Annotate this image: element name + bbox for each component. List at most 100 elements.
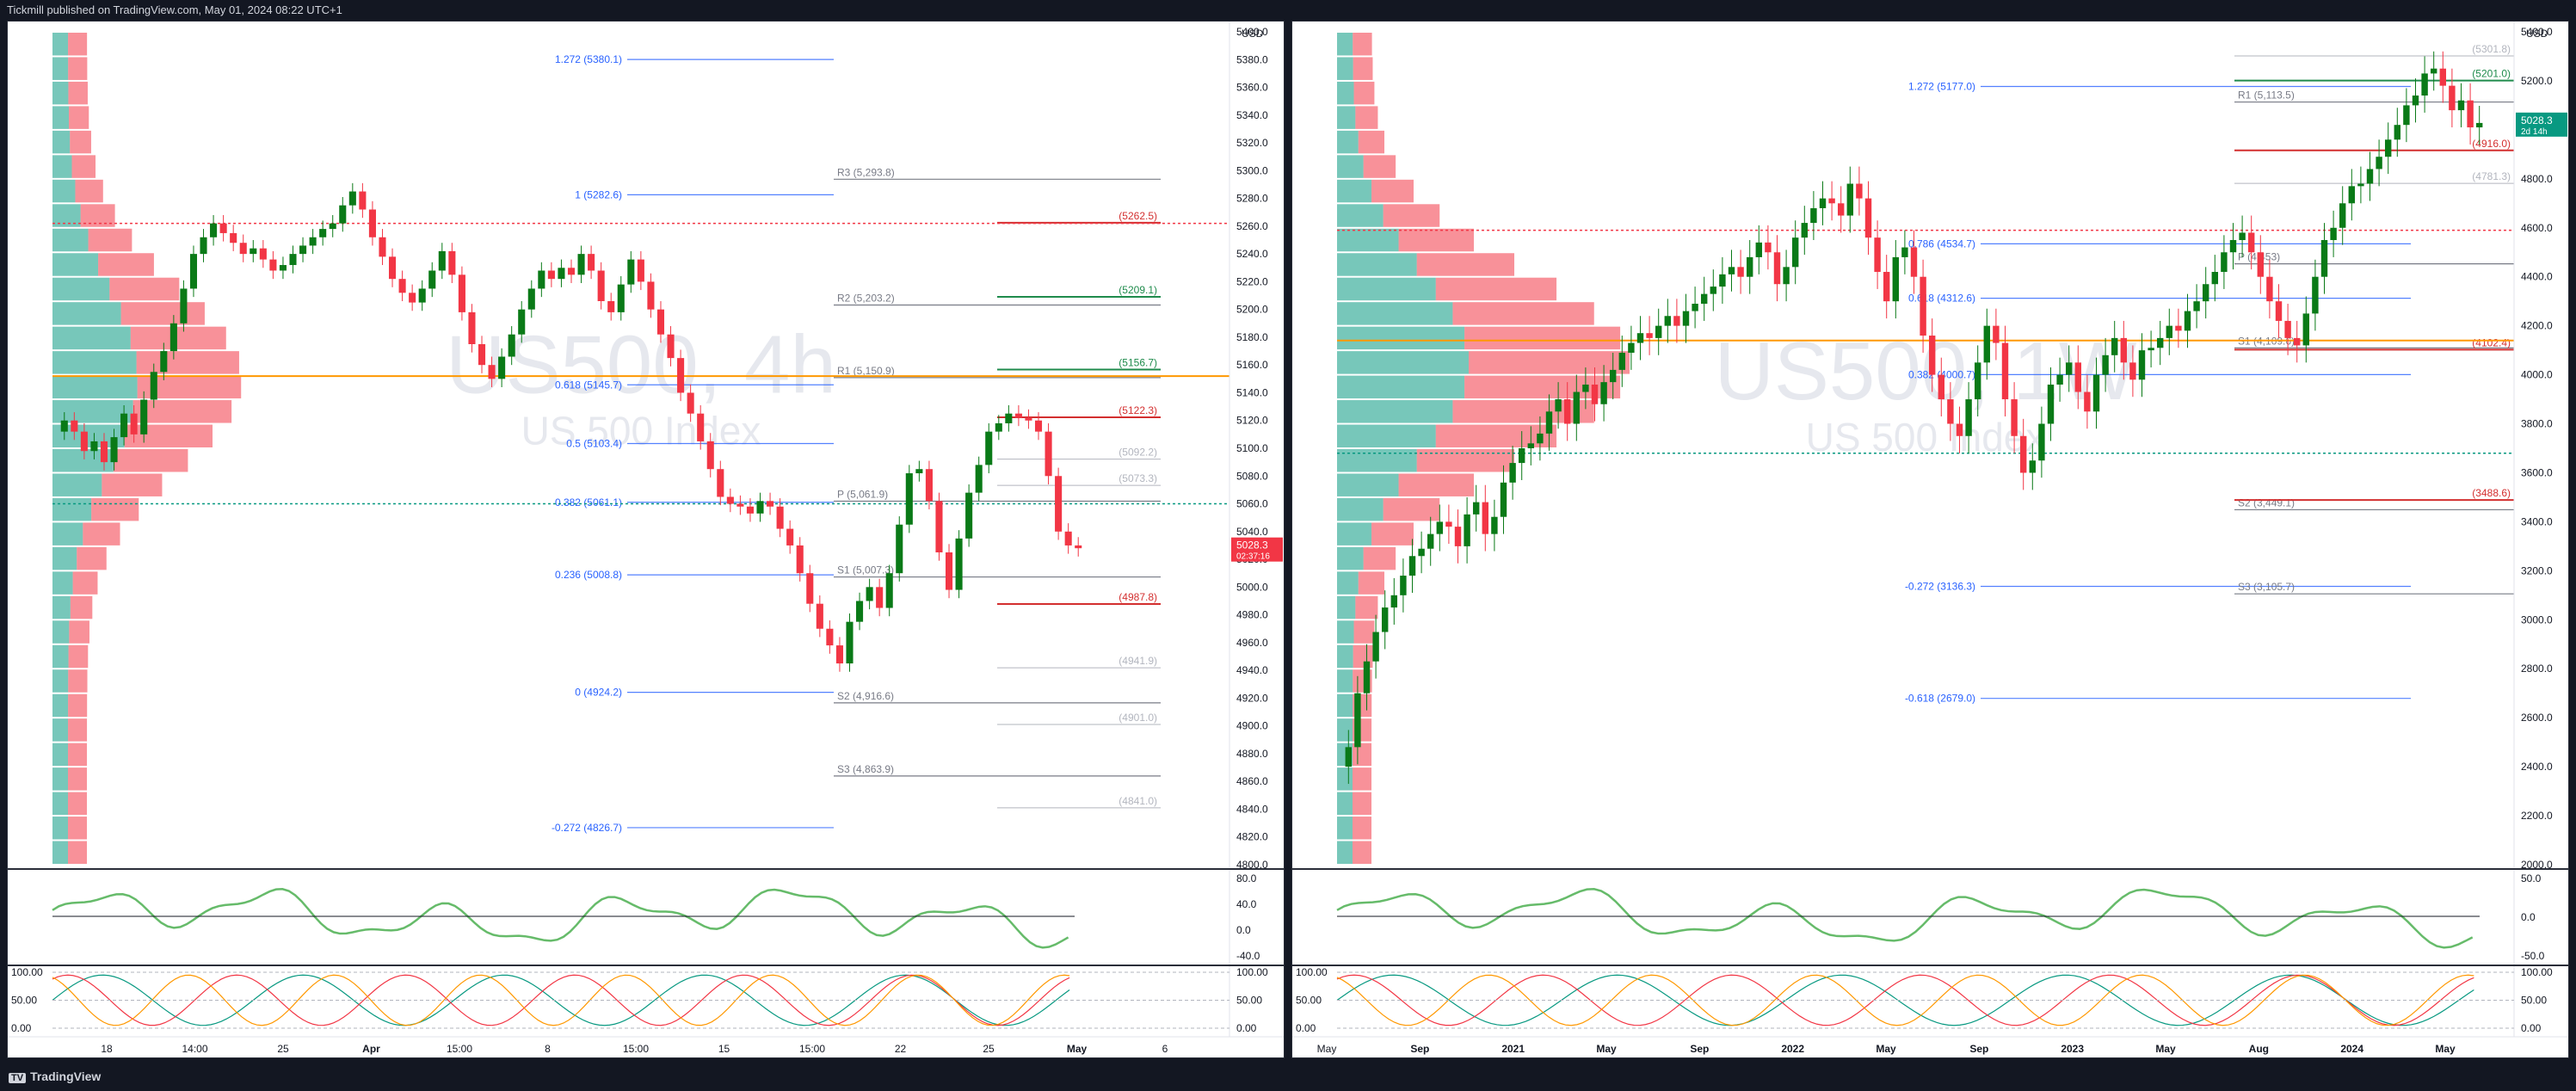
price-tick-label: 5380.0 xyxy=(1236,53,1268,65)
volume-profile-sell-bar xyxy=(1435,277,1557,301)
pivot-label: R1 (5,113.5) xyxy=(2238,89,2295,102)
candle-body xyxy=(279,265,287,271)
candle-body xyxy=(1381,607,1389,632)
candle-body xyxy=(319,229,327,237)
candle-body xyxy=(259,248,267,260)
volume-profile-buy-bar xyxy=(52,179,76,203)
level-label: (5122.3) xyxy=(1119,404,1157,416)
stoch-tick-label: 100.00 xyxy=(1236,966,1268,978)
candle-body xyxy=(348,191,356,206)
price-tick-label: 5100.0 xyxy=(1236,442,1268,454)
candle-body xyxy=(876,587,884,608)
candle-body xyxy=(1418,548,1425,557)
price-tick-label: 2200.0 xyxy=(2521,810,2553,822)
volume-profile-sell-bar xyxy=(1358,130,1385,154)
time-tick-label: 2022 xyxy=(1781,1043,1804,1055)
candle-body xyxy=(2284,320,2291,338)
time-tick-label: Aug xyxy=(2249,1043,2269,1055)
volume-profile-sell-bar xyxy=(1383,204,1440,227)
volume-profile-sell-bar xyxy=(68,33,88,56)
volume-profile-buy-bar xyxy=(52,204,81,227)
chart-panel-4h[interactable]: US500, 4h US 500 Index 1.272 (5380.1) 1 (52… xyxy=(7,21,1285,1058)
candle-body xyxy=(637,259,644,282)
volume-profile-sell-bar xyxy=(1355,106,1378,129)
candle-body xyxy=(71,420,78,432)
volume-profile-sell-bar xyxy=(1398,473,1475,496)
volume-profile-sell-bar xyxy=(1353,767,1372,791)
volume-profile-buy-bar xyxy=(52,767,69,791)
rsi-line xyxy=(52,888,1069,949)
volume-profile-sell-bar xyxy=(68,743,88,767)
price-tick-label: 2800.0 xyxy=(2521,663,2553,675)
chart-panel-weekly[interactable]: US500, 1W US 500 Index 1.272 (5177.0) 0.786… xyxy=(1291,21,2569,1058)
tradingview-logo[interactable]: TV TradingView xyxy=(9,1063,101,1091)
candle-body xyxy=(588,254,595,271)
fib-level-label: -0.618 (2679.0) xyxy=(1905,693,1975,705)
candle-body xyxy=(140,399,148,435)
candle-body xyxy=(2011,399,2018,436)
candle-body xyxy=(1728,267,1735,274)
candle-body xyxy=(656,309,665,335)
candle-body xyxy=(1883,272,1890,302)
volume-profile-buy-bar xyxy=(52,620,70,644)
candle-body xyxy=(846,621,854,664)
candle-body xyxy=(2056,374,2063,385)
candle-body xyxy=(2403,105,2410,126)
volume-profile-sell-bar xyxy=(68,718,88,742)
candle-body xyxy=(2038,423,2045,461)
volume-profile-buy-bar xyxy=(1337,326,1465,350)
candle-body xyxy=(1034,420,1043,432)
volume-profile-buy-bar xyxy=(1337,497,1384,521)
price-tick-label: 4980.0 xyxy=(1236,609,1268,621)
candle-body xyxy=(597,270,605,301)
level-label: (5156.7) xyxy=(1119,357,1157,369)
volume-profile-buy-bar xyxy=(52,81,69,105)
time-tick-label: May xyxy=(1876,1043,1896,1055)
candle-body xyxy=(1719,274,1726,287)
volume-profile-sell-bar xyxy=(1353,792,1372,816)
candle-body xyxy=(518,309,526,335)
candle-body xyxy=(239,243,247,255)
time-tick-label: 15 xyxy=(718,1043,730,1055)
candle-body xyxy=(2449,85,2456,111)
volume-profile-buy-bar xyxy=(52,57,69,80)
candle-body xyxy=(2266,276,2273,302)
time-tick-label: 15:00 xyxy=(447,1043,472,1055)
level-label: (4916.0) xyxy=(2472,138,2511,150)
volume-profile-buy-bar xyxy=(52,718,69,742)
volume-profile-buy-bar xyxy=(1337,81,1354,105)
price-tick-label: 3200.0 xyxy=(2521,564,2553,576)
candle-body xyxy=(1773,252,1781,285)
candle-body xyxy=(1682,311,1690,326)
volume-profile-buy-bar xyxy=(1337,817,1353,840)
candle-body xyxy=(1005,413,1013,423)
candle-body xyxy=(1055,476,1063,532)
candle-body xyxy=(2339,203,2346,228)
time-tick-label: 2023 xyxy=(2061,1043,2084,1055)
candle-body xyxy=(767,501,774,507)
candle-body xyxy=(806,573,814,604)
volume-profile-buy-bar xyxy=(52,546,77,570)
volume-profile-sell-bar xyxy=(1416,253,1515,276)
candle-body xyxy=(2102,354,2109,375)
candle-body xyxy=(160,351,168,373)
level-label: (5209.1) xyxy=(1119,284,1157,296)
rsi-tick-label: 80.0 xyxy=(1236,872,1257,885)
candle-body xyxy=(697,413,705,441)
name-watermark: US 500 Index xyxy=(1806,415,2046,459)
volume-profile-sell-bar xyxy=(1353,33,1372,56)
candle-body xyxy=(1947,399,1954,424)
candle-body xyxy=(418,288,426,303)
stoch-line xyxy=(52,974,1070,1026)
price-tick-label: 5340.0 xyxy=(1236,109,1268,121)
candle-body xyxy=(2421,73,2428,96)
level-label: (5073.3) xyxy=(1119,472,1157,484)
stoch-line xyxy=(52,974,1070,1026)
candle-body xyxy=(617,284,625,312)
volume-profile-buy-bar xyxy=(1337,351,1469,374)
volume-profile-sell-bar xyxy=(1469,351,1630,374)
volume-profile-buy-bar xyxy=(1337,546,1364,570)
candle-body xyxy=(2221,252,2228,273)
